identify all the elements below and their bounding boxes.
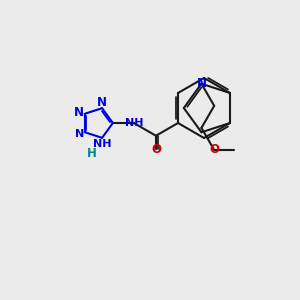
Text: NH: NH — [93, 139, 111, 149]
Text: NH: NH — [124, 118, 143, 128]
Text: N: N — [97, 96, 107, 109]
Text: N: N — [75, 129, 84, 139]
Text: O: O — [151, 143, 161, 156]
Text: O: O — [209, 143, 219, 157]
Text: H: H — [87, 147, 97, 160]
Text: N: N — [74, 106, 84, 119]
Text: N: N — [196, 77, 206, 90]
